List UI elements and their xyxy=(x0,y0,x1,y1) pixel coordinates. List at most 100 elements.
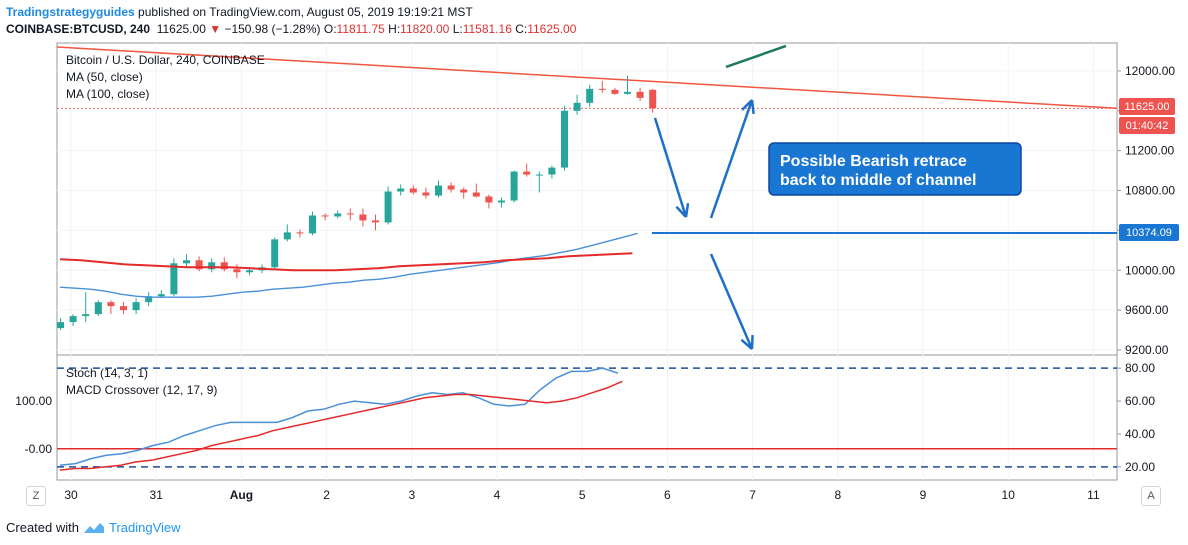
candle-body xyxy=(82,314,90,317)
down-triangle-icon: ▼ xyxy=(209,22,222,36)
down-arrow-retrace xyxy=(653,117,688,218)
time-tick-label: Aug xyxy=(230,488,253,502)
up-arrow-rebound-head xyxy=(741,99,753,111)
candle-body xyxy=(309,215,316,234)
candle-body xyxy=(157,294,165,297)
candle-body xyxy=(598,88,606,90)
price-tick-label: 10000.00 xyxy=(1125,263,1175,277)
macd-tick-label: 100.00 xyxy=(15,394,52,408)
candle-body xyxy=(334,213,342,217)
candle-body xyxy=(220,262,228,270)
trendline xyxy=(56,46,1118,110)
time-axis: 30 31 Aug 2 3 4 5 6 7 8 9 10 11 xyxy=(64,488,1100,502)
ohlc-bar: COINBASE:BTCUSD, 240 11625.00 ▼ −150.98 … xyxy=(6,22,576,36)
legend-ma50: MA (50, close) xyxy=(66,70,143,84)
time-tick-label: 2 xyxy=(323,488,330,502)
legend-macd: MACD Crossover (12, 17, 9) xyxy=(66,383,217,397)
footer: Created with TradingView xyxy=(6,520,181,535)
macd-line xyxy=(59,380,623,471)
down-arrow-retrace-head xyxy=(684,202,690,218)
time-tick-label: 5 xyxy=(579,488,586,502)
countdown-badge-text: 01:40:42 xyxy=(1126,120,1169,132)
last-price-badge xyxy=(1119,98,1175,115)
price-tick-label: 9200.00 xyxy=(1125,343,1169,357)
time-tick-label: 7 xyxy=(749,488,756,502)
published-text: published on TradingView.com, August 05,… xyxy=(138,5,473,19)
candle-body xyxy=(120,306,127,311)
tradingview-brand[interactable]: TradingView xyxy=(108,520,181,535)
candle-body xyxy=(611,89,619,94)
ma100-line xyxy=(59,252,633,272)
legend-stoch: Stoch (14, 3, 1) xyxy=(66,366,148,380)
indicator-pane-frame xyxy=(56,354,1118,481)
price-change: −150.98 (−1.28%) xyxy=(224,22,321,36)
publish-info: Tradingstrategyguides published on Tradi… xyxy=(6,5,473,19)
candle-body xyxy=(447,185,455,190)
up-arrow-rebound-head xyxy=(750,99,755,115)
candle-body xyxy=(384,191,392,223)
candle-body xyxy=(561,110,568,168)
candle-body xyxy=(94,302,102,315)
candle-body xyxy=(422,192,430,196)
legend-ma100: MA (100, close) xyxy=(66,87,149,101)
candle-body xyxy=(523,171,531,175)
high-label: H: xyxy=(388,22,401,36)
candle-body xyxy=(548,167,556,175)
candle-body xyxy=(145,296,153,303)
down-arrow-breakdown-head xyxy=(750,334,754,350)
legend-instrument: Bitcoin / U.S. Dollar, 240, COINBASE xyxy=(66,53,265,67)
time-tick-label: 3 xyxy=(408,488,415,502)
candle-body xyxy=(485,196,493,203)
candle-body xyxy=(195,260,203,270)
price-tick-label: 12000.00 xyxy=(1125,64,1175,78)
time-tick-label: 31 xyxy=(150,488,164,502)
down-arrow-breakdown xyxy=(709,253,754,350)
open-value: 11811.75 xyxy=(336,22,385,36)
indicator-axis: 80.00 60.00 40.00 20.00 100.00 -0.00 xyxy=(15,361,1155,474)
close-label: C: xyxy=(515,22,528,36)
candle-body xyxy=(107,302,115,307)
level-badge xyxy=(1119,224,1179,241)
time-tick-label: 6 xyxy=(664,488,671,502)
candle-body xyxy=(397,188,405,192)
chart-marks xyxy=(56,44,1118,471)
tradingview-logo-icon xyxy=(83,522,104,533)
symbol-label[interactable]: COINBASE:BTCUSD, 240 xyxy=(6,22,151,36)
candle-body xyxy=(183,260,190,264)
price-tick-label: 10800.00 xyxy=(1125,184,1175,198)
indicator-tick-label: 40.00 xyxy=(1125,427,1155,441)
candle-body xyxy=(271,239,279,268)
down-arrow-retrace-head xyxy=(675,205,687,218)
candle-body xyxy=(460,189,468,193)
publisher-link[interactable]: Tradingstrategyguides xyxy=(6,5,135,19)
time-tick-label: 11 xyxy=(1087,488,1100,502)
candle-body xyxy=(246,270,253,273)
zoom-reset-button[interactable]: Z xyxy=(26,486,46,506)
auto-scale-button[interactable]: A xyxy=(1141,486,1161,506)
candle-body xyxy=(170,263,178,295)
chart-area[interactable]: 12000.0011600.0011200.0010800.0010400.00… xyxy=(0,0,1188,515)
ma50-line xyxy=(59,232,638,298)
candle-body xyxy=(649,89,657,109)
up-arrow-rebound xyxy=(709,99,754,219)
candle-body xyxy=(372,220,379,223)
annotation-box[interactable] xyxy=(768,142,1022,196)
annotation-line-1: Possible Bearish retrace xyxy=(780,153,967,170)
candle-body xyxy=(624,91,631,94)
indicator-tick-label: 20.00 xyxy=(1125,460,1155,474)
candle-body xyxy=(359,214,367,221)
candle-body xyxy=(132,302,140,311)
level-badge-text: 10374.09 xyxy=(1126,227,1172,239)
channel-line xyxy=(725,44,787,69)
last-price: 11625.00 xyxy=(156,22,206,36)
candle-body xyxy=(573,102,581,111)
low-value: 11581.16 xyxy=(462,22,512,36)
price-tick-label: 9600.00 xyxy=(1125,303,1169,317)
candle-body xyxy=(409,188,417,193)
time-tick-label: 4 xyxy=(494,488,501,502)
candle-body xyxy=(535,174,543,176)
annotation-line-2: back to middle of channel xyxy=(780,172,976,189)
stoch-line xyxy=(59,367,619,466)
candle-body xyxy=(208,262,216,270)
candle-body xyxy=(233,269,241,273)
